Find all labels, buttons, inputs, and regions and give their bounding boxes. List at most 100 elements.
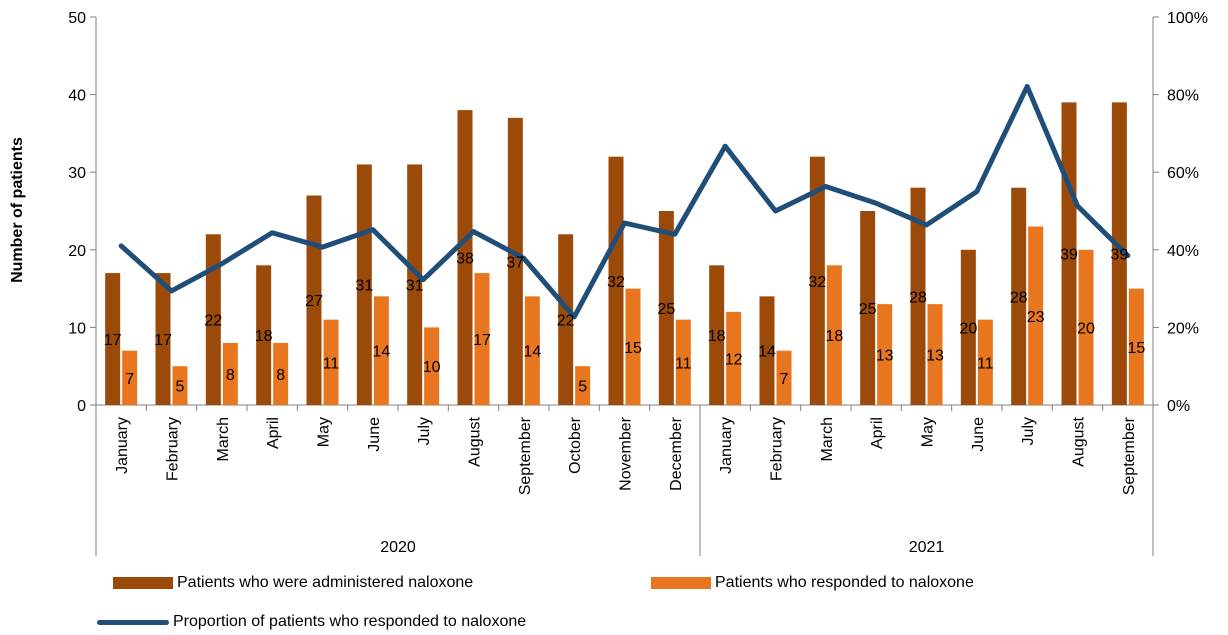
x-axis-category-label: July — [1020, 417, 1037, 445]
bar — [373, 296, 389, 405]
bar — [809, 156, 825, 405]
bar-data-label: 7 — [125, 371, 134, 388]
bar — [675, 319, 691, 405]
bar — [273, 342, 289, 405]
group-label: 2020 — [380, 539, 416, 556]
x-axis-category-label: May — [316, 417, 333, 447]
bar-data-label: 39 — [1060, 247, 1078, 264]
bar-data-label: 11 — [323, 355, 340, 372]
bar — [1128, 288, 1144, 405]
bar-data-label: 12 — [725, 351, 743, 368]
x-axis-category-label: January — [114, 417, 131, 474]
bar — [575, 366, 591, 405]
bar — [877, 304, 893, 405]
bar-data-label: 25 — [859, 301, 877, 318]
bar-data-label: 8 — [226, 367, 235, 384]
bar — [910, 187, 926, 405]
bar — [709, 265, 725, 405]
bars — [105, 102, 1144, 406]
bar-data-label: 38 — [456, 251, 474, 268]
line-series — [118, 83, 1131, 320]
bar — [122, 350, 138, 405]
bar — [507, 117, 523, 405]
bar-data-label: 8 — [276, 367, 285, 384]
bar — [927, 304, 943, 405]
bar-data-label: 13 — [926, 348, 944, 365]
x-axis-category-label: September — [517, 416, 534, 495]
bar-data-label: 5 — [578, 379, 587, 396]
bar — [155, 273, 171, 405]
bar-data-label: 11 — [675, 355, 692, 372]
bar — [608, 156, 624, 405]
bar — [1111, 102, 1127, 406]
bar — [860, 211, 876, 405]
bar-data-label: 17 — [154, 332, 172, 349]
bar-data-label: 37 — [506, 254, 524, 271]
right-axis-tick-label: 20% — [1167, 320, 1199, 337]
bar — [977, 319, 993, 405]
bar — [1028, 226, 1044, 405]
left-axis-tick-label: 20 — [68, 243, 86, 260]
right-axis-tick-label: 60% — [1167, 165, 1199, 182]
bar-data-label: 28 — [1010, 289, 1028, 306]
x-axis-category-label: January — [718, 417, 735, 474]
bar-data-label: 22 — [557, 313, 575, 330]
y-axis-label: Number of patients — [9, 137, 26, 283]
bar-data-label: 39 — [1110, 247, 1128, 264]
bar — [726, 311, 742, 405]
x-axis-category-label: August — [1071, 416, 1088, 466]
bar — [625, 288, 641, 405]
bar-data-label: 17 — [104, 332, 122, 349]
left-axis-tick-label: 0 — [77, 398, 86, 415]
bar-data-label: 15 — [1127, 340, 1145, 357]
x-axis-category-label: March — [819, 417, 836, 461]
bar-data-label: 25 — [657, 301, 675, 318]
x-axis-category-label: November — [618, 416, 635, 490]
bar — [524, 296, 540, 405]
x-axis-category-label: May — [920, 417, 937, 447]
x-axis-category-label: December — [668, 416, 685, 490]
bar-data-label: 17 — [473, 332, 491, 349]
left-axis-tick-label: 40 — [68, 88, 86, 105]
bar-data-label: 5 — [176, 379, 185, 396]
left-axis-tick-label: 10 — [68, 320, 86, 337]
bar-data-label: 11 — [977, 355, 994, 372]
right-axis-tick-label: 80% — [1167, 88, 1199, 105]
bar-data-label: 23 — [1027, 309, 1045, 326]
bar — [424, 327, 440, 405]
bar — [826, 265, 842, 405]
bar-data-label: 14 — [372, 344, 390, 361]
bar-data-label: 18 — [825, 328, 843, 345]
bar-data-label: 20 — [1077, 320, 1095, 337]
bar — [474, 273, 490, 405]
bar — [222, 342, 238, 405]
bar — [759, 296, 775, 405]
x-axis-category-label: June — [970, 417, 987, 452]
right-axis-tick-label: 40% — [1167, 243, 1199, 260]
bar — [776, 350, 792, 405]
bar-data-label: 18 — [708, 328, 726, 345]
bar-data-label: 15 — [624, 340, 642, 357]
bar-data-label: 22 — [204, 313, 222, 330]
bar-data-label: 14 — [758, 344, 776, 361]
group-label: 2021 — [909, 539, 945, 556]
x-axis-category-label: March — [215, 417, 232, 461]
x-axis-category-label: June — [366, 417, 383, 452]
bar-data-label: 31 — [355, 278, 373, 295]
data-labels: 17 17 22 18 27 31 31 38 37 22 32 25 18 14 32 25 28 20 28 39… — [104, 247, 1146, 396]
x-axis-category-label: February — [165, 417, 182, 481]
x-axis-category-label: August — [467, 416, 484, 466]
bar — [457, 110, 473, 406]
x-axis-category-label: September — [1121, 416, 1138, 495]
bar — [658, 211, 674, 405]
bar — [172, 366, 188, 405]
bar — [960, 249, 976, 405]
bar — [1078, 249, 1094, 405]
x-axis-category-label: October — [567, 416, 584, 474]
bar — [323, 319, 339, 405]
axes: 0 10 20 30 40 50 0% 20% 40% 60% 80% 100% January Febr… — [68, 10, 1208, 556]
bar — [256, 265, 272, 405]
x-axis-category-label: February — [769, 417, 786, 481]
bar-data-label: 32 — [808, 274, 826, 291]
